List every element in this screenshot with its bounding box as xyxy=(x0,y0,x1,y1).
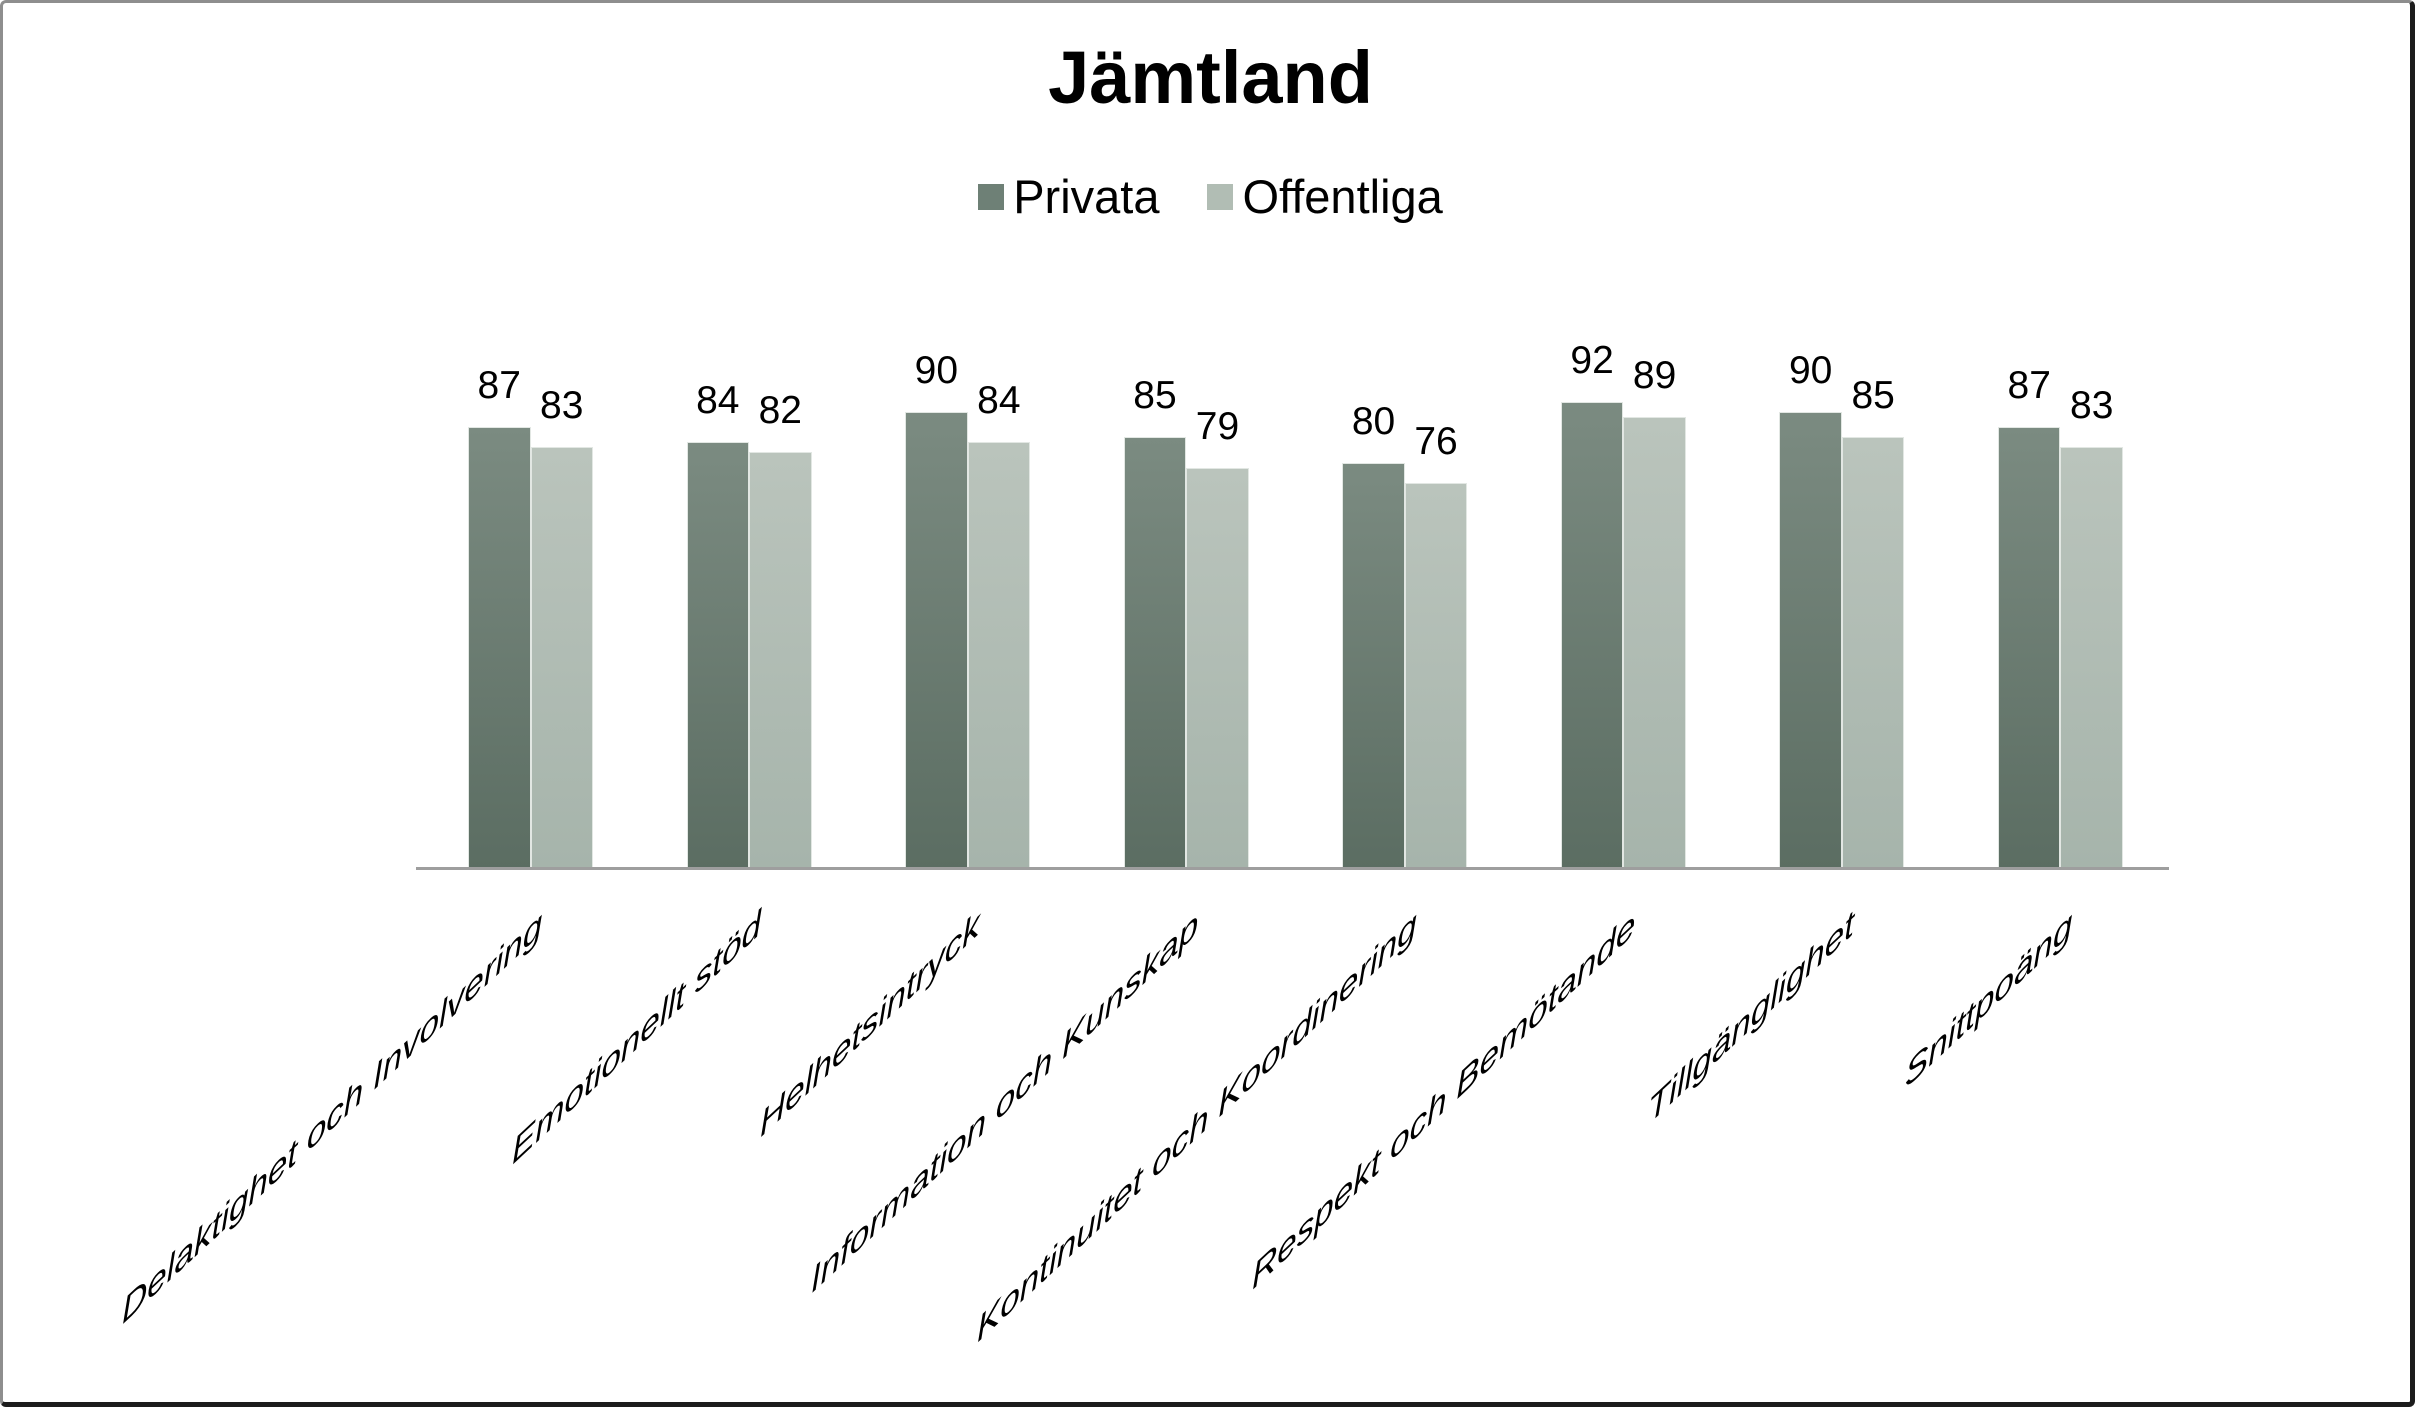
value-label-privata: 80 xyxy=(1351,400,1396,443)
value-label-offentliga: 79 xyxy=(1195,405,1240,448)
bar-offentliga xyxy=(1841,437,1905,869)
value-label-offentliga: 84 xyxy=(977,379,1021,422)
privata-swatch-icon xyxy=(978,183,1005,210)
bar-offentliga xyxy=(1404,483,1468,869)
bar-privata xyxy=(1560,402,1624,869)
value-label-privata: 90 xyxy=(1788,349,1833,392)
chart-title: Jämtland xyxy=(1048,36,1373,119)
legend: Privata Offentliga xyxy=(3,173,2415,220)
value-label-privata: 92 xyxy=(1570,339,1614,382)
bar-privata xyxy=(1997,427,2061,869)
value-label-privata: 87 xyxy=(477,364,521,407)
value-label-privata: 84 xyxy=(696,379,740,422)
category-label: Helhetsintryck xyxy=(759,902,980,1146)
offentliga-swatch-icon xyxy=(1207,183,1234,210)
legend-label-offentliga: Offentliga xyxy=(1242,170,1443,223)
value-label-offentliga: 82 xyxy=(758,389,802,432)
legend-item-privata: Privata xyxy=(978,173,1159,220)
category-label: Information och Kunskap xyxy=(811,902,1199,1303)
category-label: Tillgänglighet xyxy=(1647,902,1854,1134)
legend-item-offentliga: Offentliga xyxy=(1207,170,1443,223)
bar-offentliga xyxy=(967,442,1031,869)
bar-privata xyxy=(1123,437,1187,869)
plot-area: 87 83 Delaktighet och Involvering 84 82 Emoti… xyxy=(3,3,2415,1410)
category-label: Emotionellt stöd xyxy=(512,902,762,1174)
value-label-privata: 87 xyxy=(2007,364,2051,407)
value-label-offentliga: 89 xyxy=(1632,354,1677,397)
bar-privata xyxy=(686,442,750,869)
bar-privata xyxy=(905,412,968,869)
bar-offentliga xyxy=(749,452,812,869)
x-axis-line xyxy=(416,867,2169,870)
value-label-offentliga: 83 xyxy=(2070,384,2114,427)
bar-offentliga xyxy=(2060,447,2123,869)
legend-label-privata: Privata xyxy=(1013,170,1160,223)
bar-privata xyxy=(1342,463,1405,869)
category-label: Snittpoäng xyxy=(1905,902,2073,1098)
value-label-offentliga: 83 xyxy=(540,384,584,427)
bar-privata xyxy=(1779,412,1842,869)
value-label-privata: 85 xyxy=(1133,374,1177,417)
bar-privata xyxy=(468,427,531,869)
category-label: Delaktighet och Involvering xyxy=(122,902,543,1333)
category-label: Kontinuitet och Koordinering xyxy=(977,902,1417,1352)
value-label-offentliga: 76 xyxy=(1414,420,1458,463)
category-label: Respekt och Bemötande xyxy=(1252,902,1636,1299)
value-label-privata: 90 xyxy=(914,349,959,392)
value-label-offentliga: 85 xyxy=(1851,374,1895,417)
bar-offentliga xyxy=(1186,468,1249,869)
bar-offentliga xyxy=(1623,417,1686,869)
bar-offentliga xyxy=(530,447,593,869)
